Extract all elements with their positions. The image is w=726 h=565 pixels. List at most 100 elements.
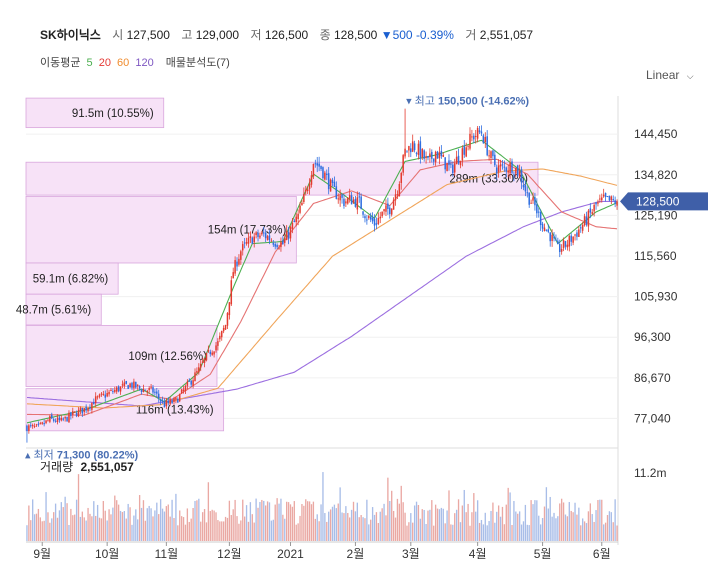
volume-bar	[54, 503, 57, 541]
volume-bar	[198, 498, 200, 541]
volume-bar	[297, 523, 299, 541]
candle-body	[507, 170, 509, 173]
volume-bar	[87, 507, 89, 541]
volume-bar	[190, 518, 192, 541]
price-tick-label: 105,930	[634, 290, 678, 304]
volume-bar	[137, 519, 139, 541]
candle-body	[203, 358, 206, 363]
volume-bar	[266, 501, 269, 541]
candle-body	[259, 235, 261, 238]
volume-bar	[398, 503, 401, 541]
volume-bar	[110, 514, 112, 541]
candle-body	[324, 172, 326, 180]
volume-profile-label[interactable]: 매물분석도(7)	[165, 57, 230, 69]
candle-body	[110, 389, 112, 391]
volume-bar	[127, 503, 129, 541]
candle-body	[595, 202, 597, 205]
candle-body	[119, 386, 122, 392]
candle-body	[476, 127, 479, 139]
volume-bar	[412, 522, 414, 541]
volume-bar	[270, 520, 273, 541]
candle-body	[226, 313, 229, 326]
volume-bar	[43, 520, 45, 541]
volume-bar	[209, 511, 211, 541]
volume-bar	[287, 502, 290, 541]
candle-body	[509, 162, 511, 174]
candle-body	[236, 261, 238, 267]
candle-body	[173, 398, 175, 402]
candle-body	[339, 195, 341, 201]
candle-body	[287, 232, 290, 239]
volume-bar	[471, 512, 473, 541]
candle-body	[417, 143, 420, 155]
candle-body	[282, 240, 284, 245]
candle-body	[215, 345, 217, 351]
candle-body	[60, 418, 63, 421]
candle-body	[150, 386, 152, 388]
candle-body	[463, 146, 466, 155]
candle-body	[175, 397, 177, 400]
candle-body	[566, 244, 569, 248]
volume-bar	[408, 522, 410, 541]
candle-body	[85, 406, 87, 411]
candle-body	[157, 393, 160, 399]
candle-body	[488, 155, 490, 157]
scale-mode-dropdown[interactable]: Linear ⌵	[646, 68, 694, 82]
candle-body	[159, 399, 162, 402]
candle-body	[404, 148, 406, 157]
volume-label: 거	[465, 28, 477, 42]
volume-bar	[524, 504, 527, 541]
volume-bar	[329, 509, 332, 541]
candle-body	[72, 411, 74, 415]
volume-bar	[501, 506, 504, 541]
volume-bar	[564, 514, 567, 541]
candle-body	[161, 400, 164, 402]
volume-bar	[217, 520, 219, 541]
volume-bar	[299, 515, 301, 541]
candle-body	[495, 167, 498, 174]
volume-bar	[308, 501, 311, 541]
candle-body	[148, 388, 150, 390]
candle-body	[47, 420, 49, 422]
volume-bar	[507, 487, 509, 541]
volume-bar	[194, 500, 196, 541]
volume-bar	[534, 500, 536, 541]
volume-bar	[58, 510, 61, 541]
candle-body	[54, 420, 57, 422]
candle-body	[238, 258, 240, 265]
volume-bar	[415, 501, 418, 541]
candle-body	[383, 209, 385, 212]
candle-body	[108, 391, 110, 395]
volume-bar	[475, 511, 477, 541]
volume-bar	[102, 500, 105, 541]
ma-legend-label: 이동평균	[40, 57, 81, 69]
candle-body	[601, 197, 603, 201]
close-label: 종	[319, 28, 331, 42]
volume-bar	[249, 502, 252, 541]
candle-body	[614, 200, 616, 204]
candle-body	[522, 185, 525, 188]
min-marker-label: ▴ 최저	[25, 449, 57, 462]
volume-bar	[243, 516, 246, 541]
candle-body	[297, 213, 299, 219]
volume-bar	[301, 504, 303, 541]
candle-body	[410, 148, 412, 153]
candle-body	[438, 152, 441, 159]
volume-bar	[413, 505, 416, 541]
candle-body	[369, 216, 372, 220]
volume-bar	[589, 503, 591, 541]
date-tick-label: 9월	[33, 547, 51, 561]
volume-bar	[45, 492, 47, 541]
volume-bar	[591, 514, 593, 541]
volume-bar	[324, 513, 326, 541]
candlesticks	[26, 108, 618, 443]
ma-legend[interactable]: 이동평균 5 20 60 120 매물분석도(7)	[40, 54, 233, 70]
candle-body	[68, 412, 70, 423]
candle-body	[125, 381, 128, 384]
candle-body	[266, 236, 269, 240]
candle-body	[222, 327, 225, 332]
volume-bar	[536, 500, 538, 541]
candle-body	[387, 203, 389, 210]
volume-bar	[404, 512, 406, 541]
